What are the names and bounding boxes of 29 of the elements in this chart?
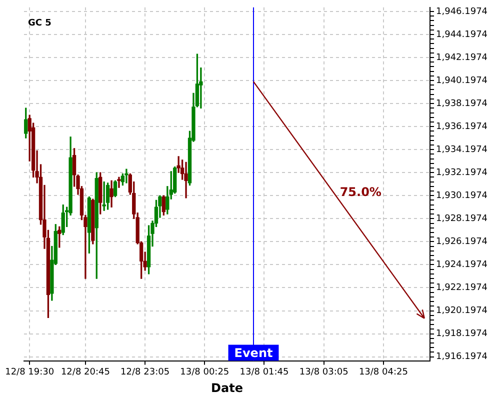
x-tick-label: 13/8 01:45 bbox=[240, 368, 289, 378]
y-tick-label: 1,940.1974 bbox=[436, 76, 488, 86]
y-tick-label: 1,924.1974 bbox=[436, 260, 488, 270]
x-tick-label: 13/8 03:05 bbox=[299, 368, 348, 378]
y-tick-label: 1,936.1974 bbox=[436, 122, 488, 132]
y-tick-label: 1,930.1974 bbox=[436, 190, 488, 201]
y-tick-label: 1,922.1974 bbox=[436, 283, 488, 294]
text: GC 5 bbox=[28, 18, 52, 29]
y-tick-label: 1,918.1974 bbox=[436, 329, 488, 340]
y-tick-label: 1,932.1974 bbox=[436, 168, 488, 178]
candlestick bbox=[117, 176, 121, 188]
y-tick-label: 1,946.1974 bbox=[436, 6, 488, 17]
y-tick-label: 1,934.1974 bbox=[436, 144, 488, 155]
x-tick-label: 12/8 20:45 bbox=[60, 368, 110, 378]
candlestick bbox=[184, 162, 188, 198]
y-tick-label: 1,926.1974 bbox=[436, 237, 488, 248]
x-axis-title: Date bbox=[211, 380, 243, 395]
annotation: Event bbox=[234, 346, 273, 360]
x-tick-label: 13/8 04:25 bbox=[358, 368, 408, 378]
x-tick-label: 13/8 00:25 bbox=[180, 368, 230, 378]
y-tick-label: 1,938.1974 bbox=[436, 98, 488, 109]
y-tick-label: 1,928.1974 bbox=[436, 214, 488, 224]
y-tick-label: 1,944.1974 bbox=[436, 30, 488, 40]
y-tick-label: 1,920.1974 bbox=[436, 306, 488, 316]
x-tick-label: 12/8 19:30 bbox=[5, 368, 54, 378]
y-tick-label: 1,942.1974 bbox=[436, 52, 488, 63]
x-tick-label: 12/8 23:05 bbox=[120, 368, 170, 378]
y-tick-label: 1,916.1974 bbox=[436, 352, 488, 362]
annotation: 75.0% bbox=[340, 185, 382, 200]
